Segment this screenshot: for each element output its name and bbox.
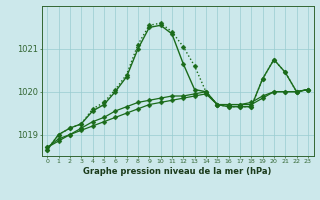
- X-axis label: Graphe pression niveau de la mer (hPa): Graphe pression niveau de la mer (hPa): [84, 167, 272, 176]
